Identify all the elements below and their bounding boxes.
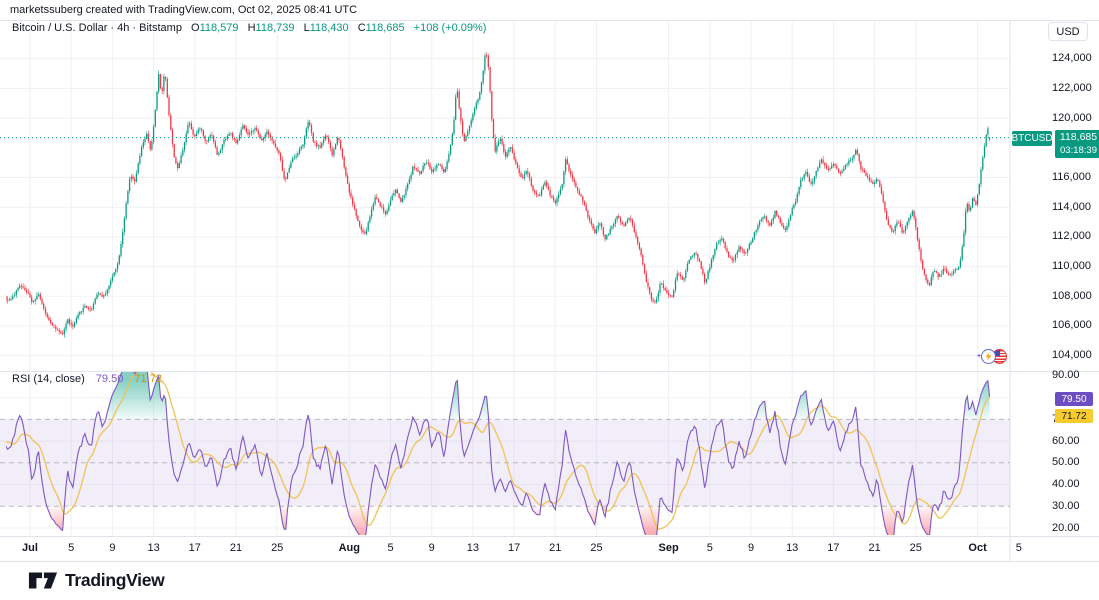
rsi-ma-line <box>6 372 990 530</box>
time-tick-label: 21 <box>229 542 243 554</box>
price-tick-label: 108,000 <box>1052 289 1092 302</box>
rsi-tick-label: 90.00 <box>1052 369 1080 382</box>
price-tick-label: 124,000 <box>1052 52 1092 65</box>
rsi-tick-label: 30.00 <box>1052 499 1080 512</box>
tradingview-logo-mark <box>28 572 58 589</box>
time-tick-label: 9 <box>747 542 755 554</box>
time-tick-label: 25 <box>909 542 922 554</box>
price-tick-label: 104,000 <box>1052 349 1092 362</box>
up-wicks <box>9 53 990 338</box>
symbol-title[interactable]: Bitcoin / U.S. Dollar · 4h · Bitstamp <box>12 22 182 34</box>
time-tick-label: 5 <box>706 542 713 554</box>
time-tick-label: Aug <box>338 542 360 554</box>
high-label: H <box>247 22 256 34</box>
close-value: 118,685 <box>365 22 405 34</box>
gridlines <box>0 20 1010 536</box>
high-value: 118,739 <box>255 22 295 34</box>
time-tick-label: 13 <box>466 542 480 554</box>
low-label: L <box>303 22 310 34</box>
event-icons[interactable]: + <box>977 349 1007 364</box>
down-bodies <box>6 55 977 335</box>
symbol-price-tag: BTCUSD <box>1011 131 1053 146</box>
time-tick-label: 25 <box>271 542 284 554</box>
pane-borders <box>0 20 1099 562</box>
rsi-tick-label: 20.00 <box>1052 521 1080 534</box>
rsi-ma-axis-value-label: 71.72 <box>1055 409 1093 423</box>
time-tick-label: Jul <box>22 542 38 554</box>
price-tick-label: 122,000 <box>1052 81 1092 94</box>
rsi-series <box>6 372 991 535</box>
time-tick-label: 13 <box>147 542 160 554</box>
bar-countdown: 03:18:39 <box>1060 145 1097 156</box>
rsi-legend[interactable]: RSI (14, close) 79.50 71.72 <box>12 373 162 385</box>
attribution-text: marketssuberg created with TradingView.c… <box>10 4 358 16</box>
economic-event-bolt-icon[interactable]: + <box>977 349 996 364</box>
sparkle-icon: + <box>977 353 982 360</box>
price-tick-label: 110,000 <box>1052 260 1091 273</box>
rsi-ma-current-value: 71.72 <box>134 373 162 385</box>
candlestick-series <box>6 52 991 338</box>
lightning-icon <box>985 352 992 361</box>
price-tick-label: 120,000 <box>1052 111 1092 124</box>
tradingview-logo-text: TradingView <box>65 569 165 590</box>
time-tick-label: Sep <box>658 542 679 554</box>
rsi-title[interactable]: RSI (14, close) <box>12 373 85 385</box>
time-tick-label: 17 <box>827 542 840 554</box>
rsi-tick-label: 40.00 <box>1052 478 1080 491</box>
time-tick-label: 17 <box>188 542 201 554</box>
open-value: 118,579 <box>199 22 239 34</box>
time-tick-label: 21 <box>549 542 562 554</box>
symbol-legend[interactable]: Bitcoin / U.S. Dollar · 4h · Bitstamp O1… <box>12 22 486 34</box>
currency-unit-label: USD <box>1048 22 1088 41</box>
open-label: O <box>191 22 200 34</box>
price-tick-label: 114,000 <box>1052 200 1091 213</box>
low-value: 118,430 <box>309 22 349 34</box>
last-price-value: 118,685 <box>1059 131 1098 143</box>
time-tick-label: 5 <box>387 542 394 554</box>
tradingview-logo[interactable]: TradingView <box>28 568 165 592</box>
time-tick-label: 25 <box>590 542 603 554</box>
last-price-countdown-label: 118,685 03:18:39 <box>1055 130 1099 158</box>
change-value: +108 (+0.09%) <box>413 22 487 34</box>
rsi-line <box>6 372 991 535</box>
close-label: C <box>357 22 366 34</box>
time-tick-label: 9 <box>428 542 435 554</box>
price-tick-label: 112,000 <box>1052 230 1091 243</box>
down-wicks <box>6 52 977 336</box>
rsi-axis-value-label: 79.50 <box>1055 392 1093 406</box>
price-tick-label: 106,000 <box>1052 319 1092 332</box>
time-tick-label: 21 <box>868 542 881 554</box>
up-bodies <box>8 55 991 335</box>
rsi-tick-label: 60.00 <box>1052 434 1080 447</box>
time-tick-label: 17 <box>507 542 521 554</box>
time-tick-label: 5 <box>1015 542 1022 554</box>
rsi-tick-label: 50.00 <box>1052 456 1080 469</box>
time-tick-label: 9 <box>109 542 116 554</box>
time-tick-label: 13 <box>786 542 799 554</box>
time-tick-label: Oct <box>968 542 987 554</box>
time-tick-label: 5 <box>68 542 75 554</box>
rsi-current-value: 79.50 <box>95 373 124 385</box>
price-tick-label: 116,000 <box>1052 170 1091 183</box>
